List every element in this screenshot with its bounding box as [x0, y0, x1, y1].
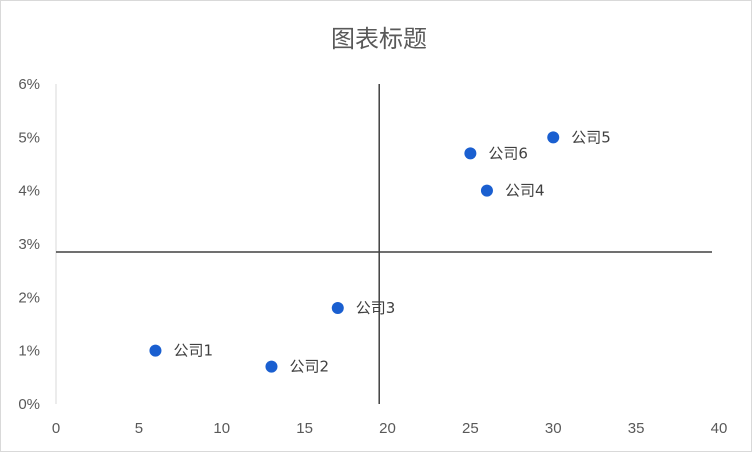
x-tick-label: 30 — [545, 420, 562, 437]
data-point-label: 公司6 — [488, 144, 528, 162]
reference-lines — [56, 84, 712, 404]
x-tick-label: 25 — [462, 420, 479, 437]
data-point-label: 公司5 — [571, 128, 611, 146]
y-tick-label: 2% — [18, 289, 40, 306]
y-tick-label: 0% — [18, 396, 40, 413]
data-point-label: 公司3 — [356, 299, 396, 317]
x-tick-label: 20 — [379, 420, 396, 437]
y-tick-label: 4% — [18, 183, 40, 200]
data-point — [149, 344, 162, 357]
x-tick-label: 5 — [135, 420, 143, 437]
data-point — [480, 184, 493, 197]
x-tick-label: 0 — [52, 420, 60, 437]
chart-title: 图表标题 — [331, 25, 427, 53]
x-tick-label: 15 — [296, 420, 313, 437]
data-point — [547, 131, 560, 144]
x-tick-label: 40 — [711, 420, 728, 437]
x-tick-label: 35 — [628, 420, 645, 437]
data-point-label: 公司2 — [289, 358, 329, 376]
y-tick-label: 3% — [18, 236, 40, 253]
y-tick-label: 5% — [18, 129, 40, 146]
x-tick-label: 10 — [213, 420, 230, 437]
data-point-label: 公司4 — [505, 182, 545, 200]
y-tick-label: 6% — [18, 76, 40, 93]
data-point — [265, 360, 278, 373]
data-point-label: 公司1 — [173, 342, 213, 360]
data-point — [464, 147, 477, 160]
axes: 0 5 10 15 20 25 30 35 40 0% 1% 2% 3% 4% 5% 6% — [18, 76, 727, 437]
y-tick-label: 1% — [18, 343, 40, 360]
data-points: 公司1 公司2 公司3 公司4 公司5 公司6 — [149, 128, 611, 376]
data-point — [331, 302, 344, 314]
